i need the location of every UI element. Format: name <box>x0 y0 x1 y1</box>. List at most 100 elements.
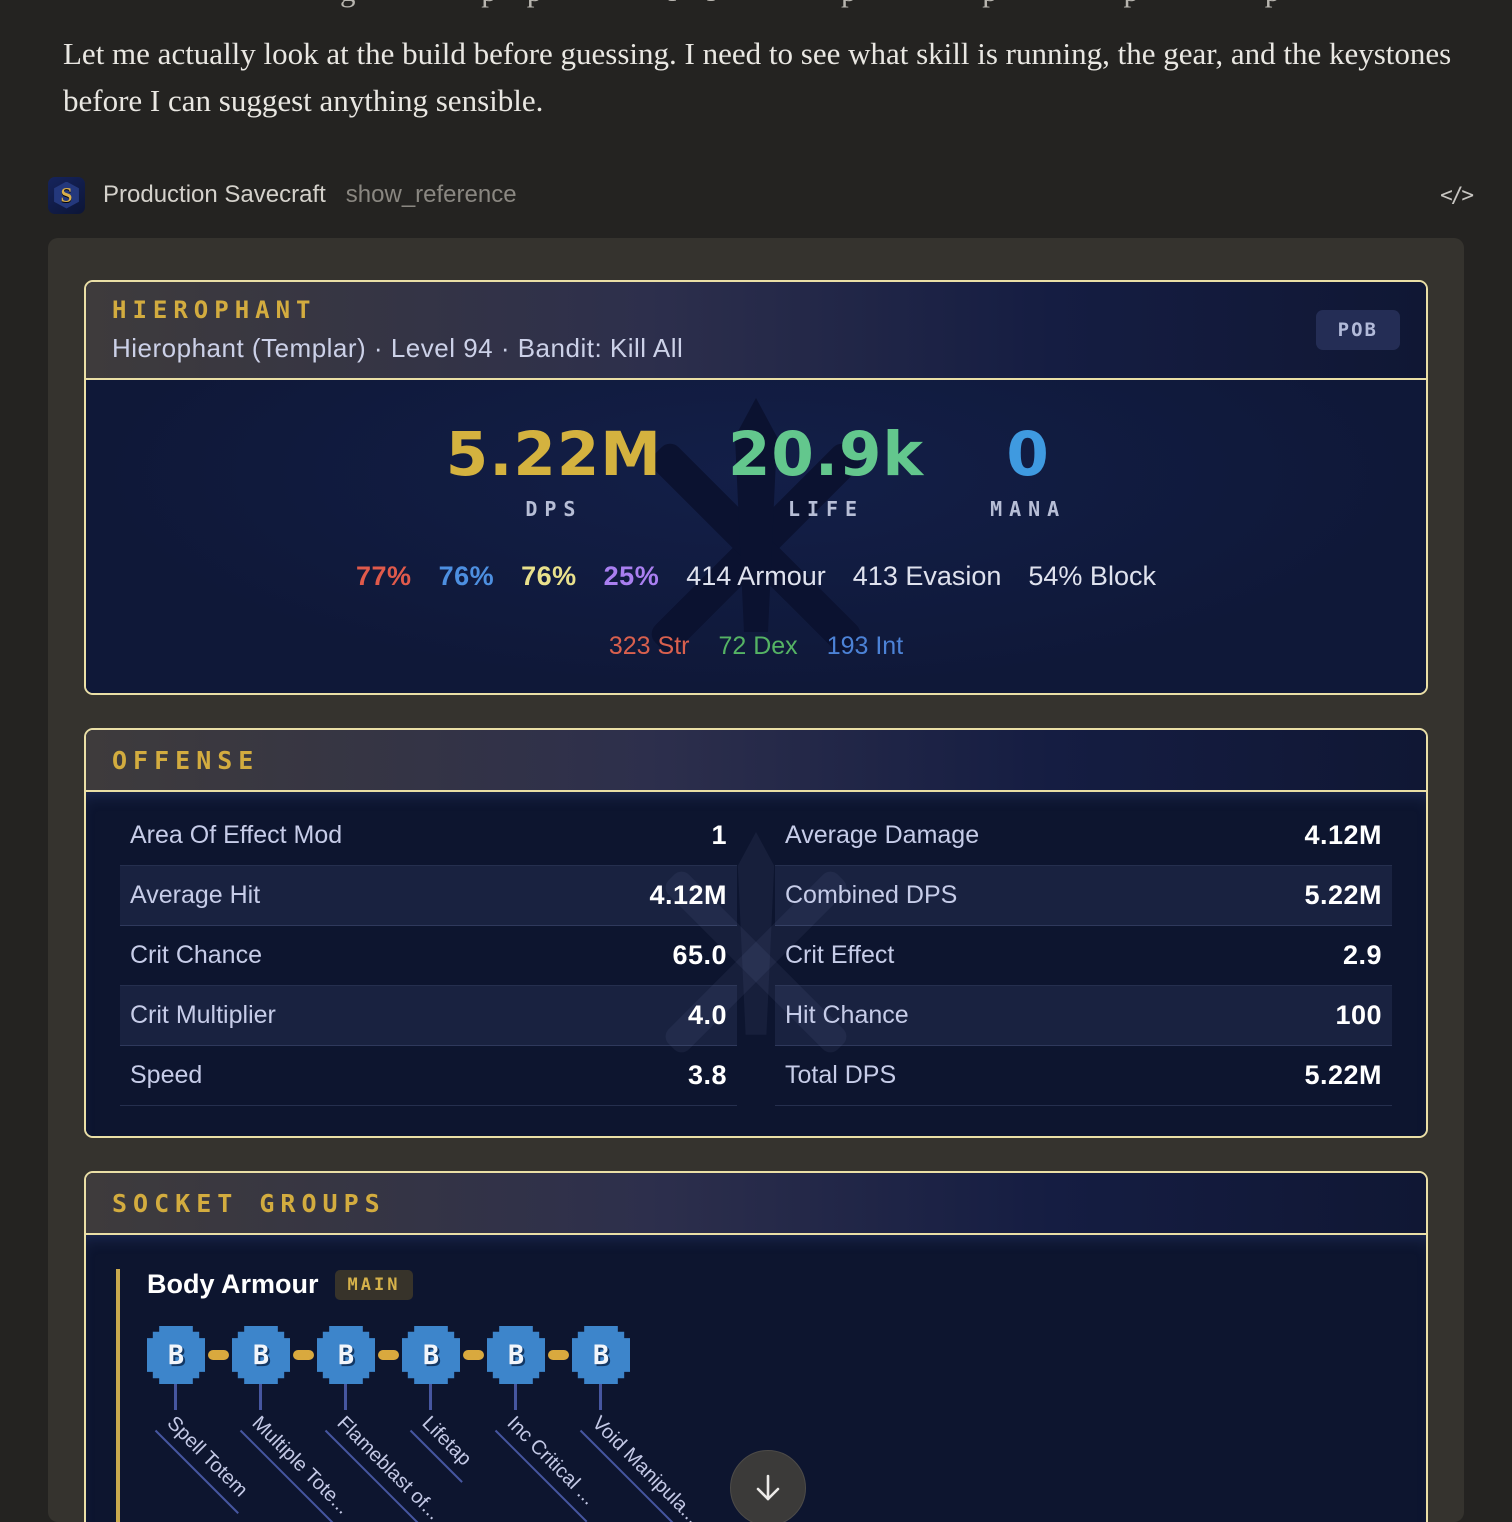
socket-groups-header: SOCKET GROUPS <box>86 1173 1426 1235</box>
lightning-resist: 76% <box>521 561 577 591</box>
blue-socket[interactable]: B <box>487 1326 545 1384</box>
savecraft-app-icon: S <box>48 176 85 214</box>
offense-right-column: Average Damage 4.12M Combined DPS 5.22M … <box>775 806 1392 1136</box>
gem-letter: B <box>337 1339 355 1371</box>
gem-leader-line <box>344 1384 347 1410</box>
gems-row: B Spell Totem B Multiple Tote... <box>147 1326 1426 1522</box>
socket-groups-body: Body Armour MAIN B Spell Totem B <box>86 1235 1426 1522</box>
armour-value: 414 Armour <box>686 561 826 591</box>
row-value: 2.9 <box>1342 940 1382 970</box>
row-value: 65.0 <box>672 940 727 970</box>
gem-link <box>290 1326 317 1384</box>
row-value: 5.22M <box>1304 1060 1382 1090</box>
evasion-value: 413 Evasion <box>852 561 1002 591</box>
table-row: Crit Effect 2.9 <box>775 926 1392 986</box>
life-value: 20.9k <box>727 419 925 490</box>
dexterity-value: 72 Dex <box>718 632 798 660</box>
row-value: 4.12M <box>649 880 727 910</box>
fire-resist: 77% <box>356 561 412 591</box>
intelligence-value: 193 Int <box>826 632 904 660</box>
blue-socket[interactable]: B <box>317 1326 375 1384</box>
stat-dps: 5.22M DPS <box>446 424 662 521</box>
row-value: 5.22M <box>1304 880 1382 910</box>
socket-group-body-armour: Body Armour MAIN B Spell Totem B <box>116 1269 1426 1522</box>
tool-call-row[interactable]: S Production Savecraft show_reference </… <box>48 172 1474 218</box>
gem-letter: B <box>167 1339 185 1371</box>
gem-socket: B Flameblast of... <box>317 1326 452 1522</box>
offense-title: OFFENSE <box>112 745 260 775</box>
offense-panel-header: OFFENSE <box>86 730 1426 792</box>
mana-value: 0 <box>1006 419 1050 490</box>
gem-leader-line <box>514 1384 517 1410</box>
blue-socket[interactable]: B <box>402 1326 460 1384</box>
dps-value: 5.22M <box>445 419 662 490</box>
row-label: Speed <box>130 1061 203 1089</box>
pob-button[interactable]: POB <box>1315 310 1400 350</box>
table-row: Average Hit 4.12M <box>120 866 737 926</box>
gem-name: Lifetap <box>409 1410 483 1483</box>
row-label: Average Hit <box>130 881 261 909</box>
table-row: Total DPS 5.22M <box>775 1046 1392 1106</box>
clipped-previous-line: g pp ll p p p p <box>340 0 1310 9</box>
row-label: Area Of Effect Mod <box>130 821 343 849</box>
row-value: 1 <box>711 820 727 850</box>
table-row: Crit Chance 65.0 <box>120 926 737 986</box>
mana-label: MANA <box>990 497 1067 521</box>
dps-label: DPS <box>525 497 583 521</box>
socket-groups-title: SOCKET GROUPS <box>112 1188 386 1218</box>
app-icon-letter: S <box>60 182 73 207</box>
character-panel-header: HIEROPHANT Hierophant (Templar) · Level … <box>86 282 1426 380</box>
row-label: Average Damage <box>785 821 980 849</box>
cold-resist: 76% <box>438 561 495 591</box>
table-row: Speed 3.8 <box>120 1046 737 1106</box>
chaos-resist: 25% <box>603 561 660 591</box>
row-label: Crit Multiplier <box>130 1001 276 1029</box>
down-arrow-icon <box>756 1474 780 1501</box>
row-label: Crit Effect <box>785 941 895 969</box>
gem-socket: B Multiple Tote... <box>232 1326 362 1522</box>
table-row: Average Damage 4.12M <box>775 806 1392 866</box>
gem-leader-line <box>599 1384 602 1410</box>
table-row: Hit Chance 100 <box>775 986 1392 1046</box>
offense-left-column: Area Of Effect Mod 1 Average Hit 4.12M C… <box>120 806 737 1136</box>
row-label: Total DPS <box>785 1061 897 1089</box>
headline-stats: 5.22M DPS 20.9k LIFE 0 MANA <box>86 424 1426 521</box>
hexagon-shape <box>54 181 79 209</box>
gem-link <box>375 1326 402 1384</box>
ascendancy-title: HIEROPHANT <box>112 296 317 324</box>
row-label: Hit Chance <box>785 1001 909 1029</box>
tool-method-name: show_reference <box>345 181 517 208</box>
gem-link <box>545 1326 572 1384</box>
character-panel: HIEROPHANT Hierophant (Templar) · Level … <box>84 280 1428 695</box>
table-row: Combined DPS 5.22M <box>775 866 1392 926</box>
offense-panel: OFFENSE Area Of Effect Mod 1 Average Hit… <box>84 728 1428 1138</box>
tool-app-name: Production Savecraft <box>103 181 326 208</box>
character-subtitle: Hierophant (Templar) · Level 94 · Bandit… <box>112 333 684 363</box>
resistances-row: 77% 76% 76% 25% 414 Armour 413 Evasion 5… <box>86 561 1426 592</box>
slot-name: Body Armour <box>147 1269 319 1299</box>
table-row: Area Of Effect Mod 1 <box>120 806 737 866</box>
gem-link <box>205 1326 232 1384</box>
row-value: 100 <box>1335 1000 1382 1030</box>
blue-socket[interactable]: B <box>147 1326 205 1384</box>
block-value: 54% Block <box>1028 561 1156 591</box>
gem-link <box>460 1326 487 1384</box>
blue-socket[interactable]: B <box>232 1326 290 1384</box>
scroll-down-button[interactable] <box>730 1450 806 1522</box>
character-stats-body: 5.22M DPS 20.9k LIFE 0 MANA 77% 76% 76% … <box>86 380 1426 693</box>
socket-groups-panel: SOCKET GROUPS Body Armour MAIN B Spell T… <box>84 1171 1428 1522</box>
gem-socket: B Spell Totem <box>147 1326 259 1515</box>
stat-mana: 0 MANA <box>990 424 1066 521</box>
gem-letter: B <box>507 1339 525 1371</box>
gem-leader-line <box>429 1384 432 1410</box>
gem-leader-line <box>259 1384 262 1410</box>
row-label: Combined DPS <box>785 881 958 909</box>
code-icon[interactable]: </> <box>1440 183 1474 207</box>
row-label: Crit Chance <box>130 941 262 969</box>
table-row: Crit Multiplier 4.0 <box>120 986 737 1046</box>
gem-letter: B <box>422 1339 440 1371</box>
strength-value: 323 Str <box>608 632 690 660</box>
blue-socket[interactable]: B <box>572 1326 630 1384</box>
stat-life: 20.9k LIFE <box>728 424 924 521</box>
row-value: 4.0 <box>687 1000 727 1030</box>
